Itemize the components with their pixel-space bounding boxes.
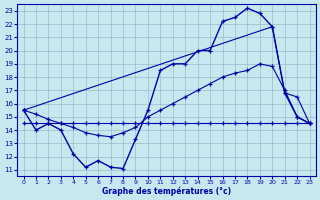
X-axis label: Graphe des températures (°c): Graphe des températures (°c)	[102, 186, 231, 196]
